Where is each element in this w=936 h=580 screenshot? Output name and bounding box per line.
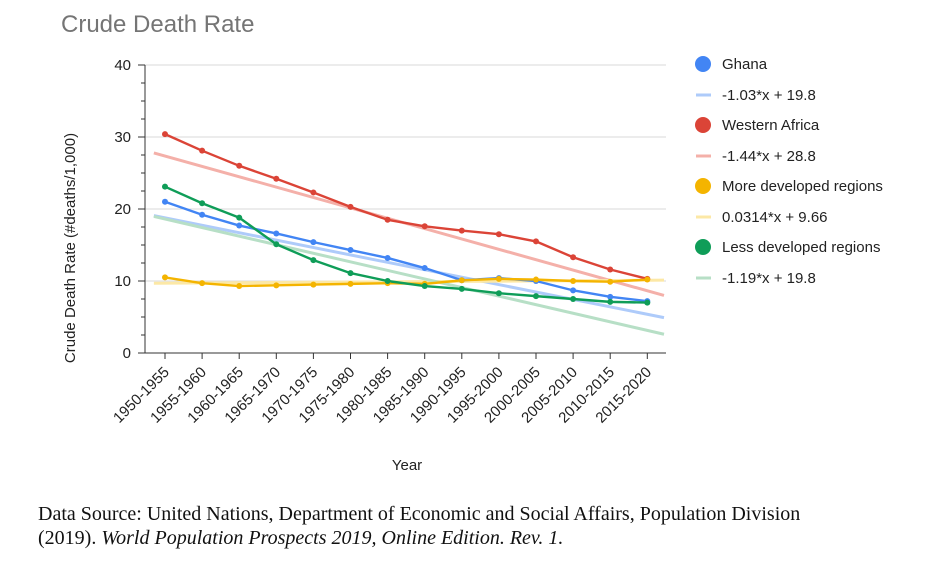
data-point xyxy=(310,281,317,288)
data-point xyxy=(199,280,206,287)
axes xyxy=(138,64,666,359)
data-point xyxy=(347,247,354,254)
data-point xyxy=(495,275,502,282)
data-point xyxy=(347,203,354,210)
y-tick-label: 40 xyxy=(114,57,131,74)
data-point xyxy=(533,276,539,283)
data-point xyxy=(570,278,577,284)
data-point xyxy=(347,270,354,277)
data-point xyxy=(162,274,168,281)
data-point xyxy=(347,280,354,287)
y-tick-label: 0 xyxy=(123,345,131,362)
trendline xyxy=(153,214,665,336)
legend-marker xyxy=(695,117,711,133)
data-point xyxy=(384,254,391,261)
data-point xyxy=(199,200,206,207)
legend-label: More developed regions xyxy=(722,178,883,195)
series-line xyxy=(164,133,648,281)
x-tick-labels: 1950-19551955-19601960-19651965-19701970… xyxy=(110,364,655,427)
data-point xyxy=(199,211,206,218)
data-point xyxy=(607,293,614,300)
data-point xyxy=(273,282,280,289)
data-point xyxy=(162,131,168,138)
data-point xyxy=(384,216,391,223)
data-point xyxy=(236,222,243,229)
legend: Ghana -1.03*x + 19.8 Western Africa -1.44*x… xyxy=(695,56,883,287)
source-year: (2019). xyxy=(38,527,102,549)
data-point xyxy=(533,293,539,300)
data-point xyxy=(236,162,243,169)
series-line xyxy=(164,200,648,303)
trendline xyxy=(153,214,665,320)
chart-title: Crude Death Rate xyxy=(61,11,254,38)
source-line-2: (2019). World Population Prospects 2019,… xyxy=(38,526,928,550)
legend-trend-label: 0.0314*x + 9.66 xyxy=(722,209,828,226)
data-point xyxy=(495,290,502,297)
legend-marker xyxy=(695,178,711,194)
data-point xyxy=(458,277,465,284)
legend-marker xyxy=(695,56,711,72)
data-point xyxy=(162,183,168,190)
data-point xyxy=(310,189,317,196)
data-point xyxy=(607,278,614,285)
data-point xyxy=(495,231,502,238)
legend-label: Less developed regions xyxy=(722,239,880,256)
data-point xyxy=(236,214,243,221)
data-point xyxy=(533,238,539,245)
data-point xyxy=(273,230,280,237)
data-point xyxy=(570,287,577,294)
data-point xyxy=(458,285,465,292)
data-point xyxy=(310,257,317,264)
series-line xyxy=(164,185,648,304)
data-point xyxy=(607,266,614,273)
series-points xyxy=(162,131,651,306)
y-tick-labels: 0 10 20 30 40 xyxy=(114,57,131,362)
source-publication: World Population Prospects 2019, Online … xyxy=(101,527,564,549)
data-point xyxy=(570,254,577,261)
data-point xyxy=(310,239,317,246)
data-point xyxy=(384,278,391,284)
data-point xyxy=(273,241,280,248)
legend-label: Ghana xyxy=(722,56,768,73)
chart: Crude Death Rate 1950-19551955-19601960-… xyxy=(61,11,883,474)
data-point xyxy=(421,265,428,272)
y-tick-label: 30 xyxy=(114,129,131,146)
data-point xyxy=(236,283,243,290)
data-point xyxy=(644,276,651,283)
y-tick-label: 10 xyxy=(114,273,131,290)
data-point xyxy=(421,283,428,290)
data-point xyxy=(570,296,577,302)
legend-marker xyxy=(695,239,711,255)
data-point xyxy=(162,198,168,205)
y-axis-label: Crude Death Rate (#deaths/1,000) xyxy=(62,133,79,363)
source-line-1: Data Source: United Nations, Department … xyxy=(38,503,801,525)
data-point xyxy=(421,223,428,230)
x-axis-label: Year xyxy=(392,457,422,474)
data-point xyxy=(458,227,465,234)
legend-label: Western Africa xyxy=(722,117,820,134)
data-point xyxy=(644,299,651,306)
series-lines xyxy=(164,133,648,304)
trendlines xyxy=(153,151,665,336)
y-tick-label: 20 xyxy=(114,201,131,218)
data-point xyxy=(199,147,206,154)
legend-trend-label: -1.19*x + 19.8 xyxy=(722,270,816,287)
legend-trend-label: -1.44*x + 28.8 xyxy=(722,148,816,165)
legend-trend-label: -1.03*x + 19.8 xyxy=(722,87,816,104)
data-point xyxy=(607,298,614,305)
data-source-citation: Data Source: United Nations, Department … xyxy=(38,502,928,550)
data-point xyxy=(273,175,280,182)
